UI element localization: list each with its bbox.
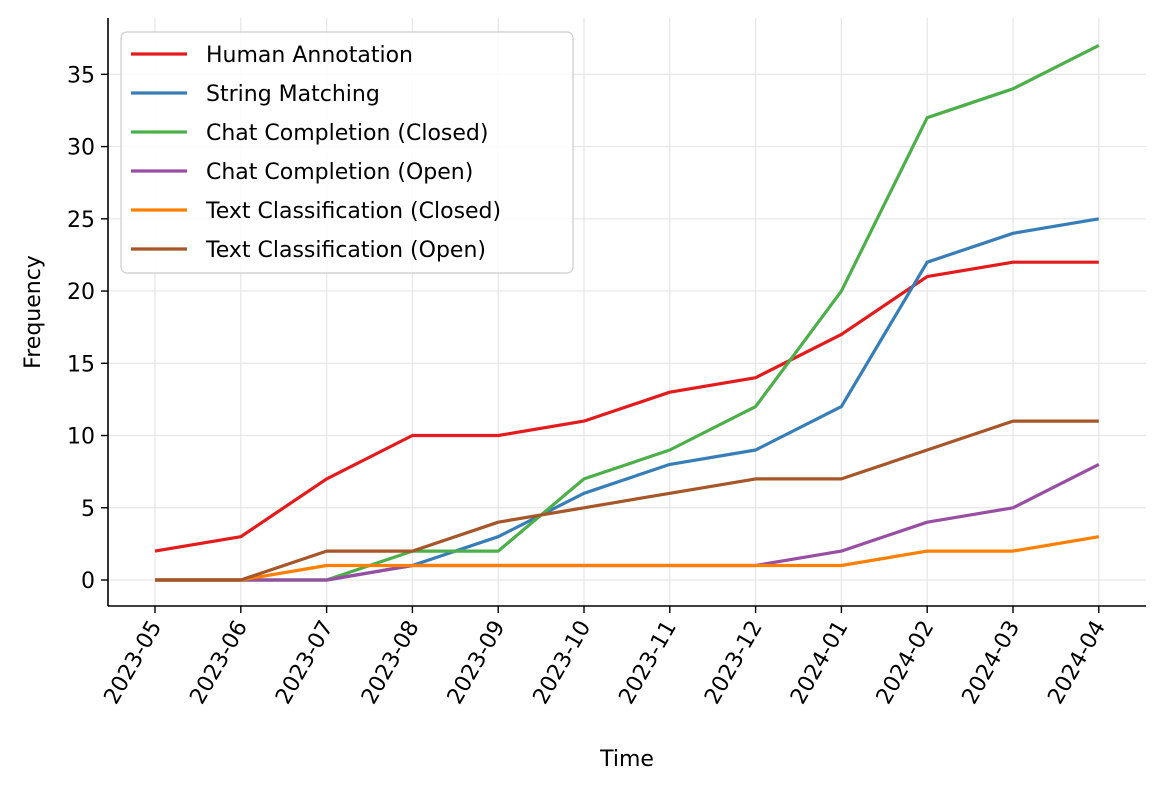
x-ticks: 2023-05 2023-06 2023-07 2023-08 2023-09 2023-…: [100, 606, 1111, 709]
series-lines: [154, 43, 1100, 582]
legend-box: [120, 31, 574, 274]
legend-label: Text Classification (Open): [205, 238, 486, 263]
legend-label: Chat Completion (Open): [206, 160, 473, 185]
y-tick-label: 25: [67, 208, 95, 233]
y-axis-label: Frequency: [21, 255, 46, 369]
y-ticks: 0 5 10 15 20 25 30 35: [67, 63, 108, 594]
legend: Human Annotation String Matching Chat Comp…: [120, 31, 574, 274]
y-tick-label: 20: [67, 280, 95, 305]
y-tick-label: 5: [81, 497, 95, 522]
x-tick-label: 2023-06: [185, 617, 253, 709]
x-tick-label: 2023-10: [529, 617, 597, 709]
legend-label: Human Annotation: [206, 43, 413, 68]
y-tick-label: 10: [67, 425, 95, 450]
x-tick-label: 2023-11: [614, 617, 682, 709]
y-tick-label: 35: [67, 63, 95, 88]
series-line: [155, 419, 1099, 582]
legend-label: String Matching: [206, 82, 380, 107]
series-line: [155, 535, 1100, 582]
x-tick-label: 2024-01: [786, 617, 854, 709]
x-axis-label: Time: [599, 747, 654, 772]
x-tick-label: 2024-04: [1043, 617, 1111, 709]
y-tick-label: 30: [67, 136, 95, 161]
x-tick-label: 2023-12: [700, 617, 768, 709]
x-tick-label: 2023-08: [357, 617, 425, 709]
series-line: [154, 260, 1099, 553]
x-tick-label: 2023-05: [100, 617, 168, 709]
x-tick-label: 2024-03: [958, 617, 1026, 709]
y-tick-label: 15: [67, 352, 95, 377]
legend-label: Chat Completion (Closed): [206, 121, 488, 146]
x-tick-label: 2023-09: [443, 617, 511, 709]
y-tick-label: 0: [81, 569, 95, 594]
legend-label: Text Classification (Closed): [205, 199, 501, 224]
x-tick-label: 2023-07: [271, 617, 339, 709]
x-tick-label: 2024-02: [872, 617, 940, 709]
